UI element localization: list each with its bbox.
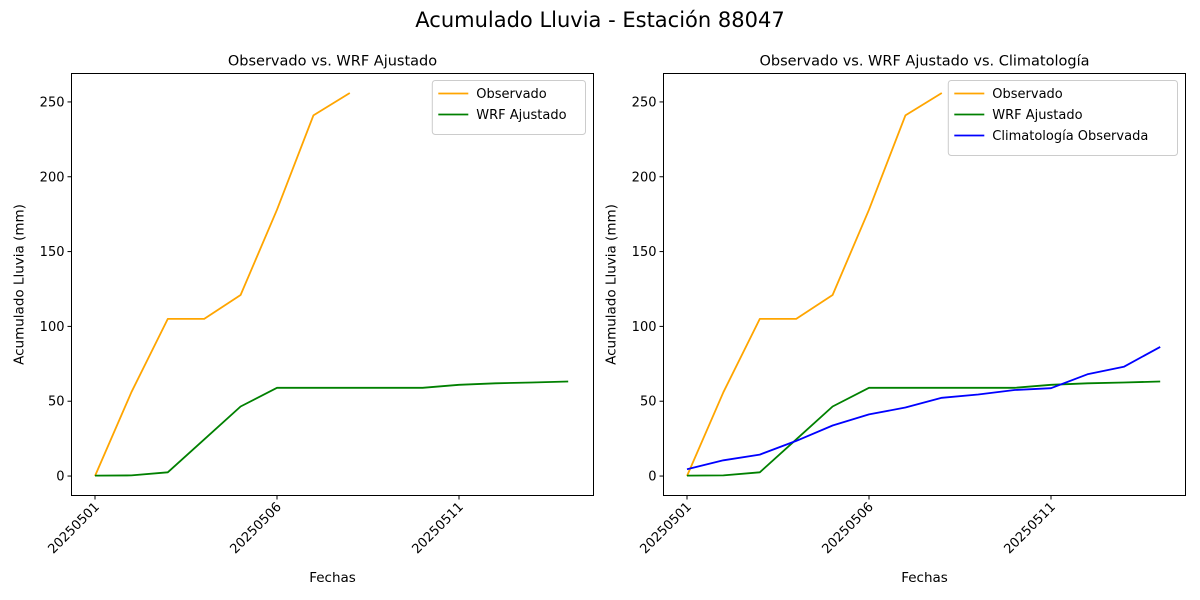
axes-frame [663,73,1186,496]
x-tick-label: 20250501 [637,500,694,557]
series-line-observado [686,92,943,477]
y-axis-label: Acumulado Lluvia (mm) [12,204,28,365]
series-line-climatolog-a-observada [686,346,1161,471]
legend-label: Climatología Observada [992,129,1148,144]
legend-label: Observado [992,87,1063,102]
x-tick-label: 20250511 [1001,500,1058,557]
x-tick-label: 20250506 [227,500,284,557]
chart-title: Observado vs. WRF Ajustado [228,54,437,70]
legend-label: Observado [476,87,547,102]
y-tick-label: 150 [632,245,657,260]
y-tick-label: 150 [40,245,65,260]
legend-label: WRF Ajustado [992,108,1082,123]
series-line-wrf-ajustado [686,380,1161,477]
x-tick-label: 20250506 [819,500,876,557]
figure-suptitle: Acumulado Lluvia - Estación 88047 [415,8,785,32]
chart-title: Observado vs. WRF Ajustado vs. Climatolo… [760,54,1090,70]
x-axis-label: Fechas [309,570,356,586]
chart-panel-1: Observado vs. WRF Ajustado 0 50 100 150 200 25… [12,54,594,586]
legend-label: WRF Ajustado [476,108,566,123]
series-line-wrf-ajustado [94,380,569,477]
legend-box [431,80,586,135]
y-axis-label: Acumulado Lluvia (mm) [604,204,620,365]
x-tick-label: 20250501 [45,500,102,557]
y-tick-label: 0 [56,470,64,485]
y-tick-label: 50 [48,395,65,410]
series-line-observado [94,92,351,477]
y-tick-label: 50 [640,395,657,410]
x-tick-label: 20250511 [409,500,466,557]
y-tick-label: 250 [40,95,65,110]
y-tick-label: 100 [632,320,657,335]
legend-box [947,80,1178,156]
legend: Observado WRF Ajustado Climatología Observ… [947,80,1178,156]
chart-panel-2: Observado vs. WRF Ajustado vs. Climatolo… [604,54,1186,586]
x-axis-label: Fechas [901,570,948,586]
y-tick-label: 100 [40,320,65,335]
axes-frame [71,73,594,496]
y-tick-label: 200 [632,170,657,185]
legend: Observado WRF Ajustado [431,80,586,135]
y-tick-label: 0 [648,470,656,485]
y-tick-label: 250 [632,95,657,110]
y-tick-label: 200 [40,170,65,185]
